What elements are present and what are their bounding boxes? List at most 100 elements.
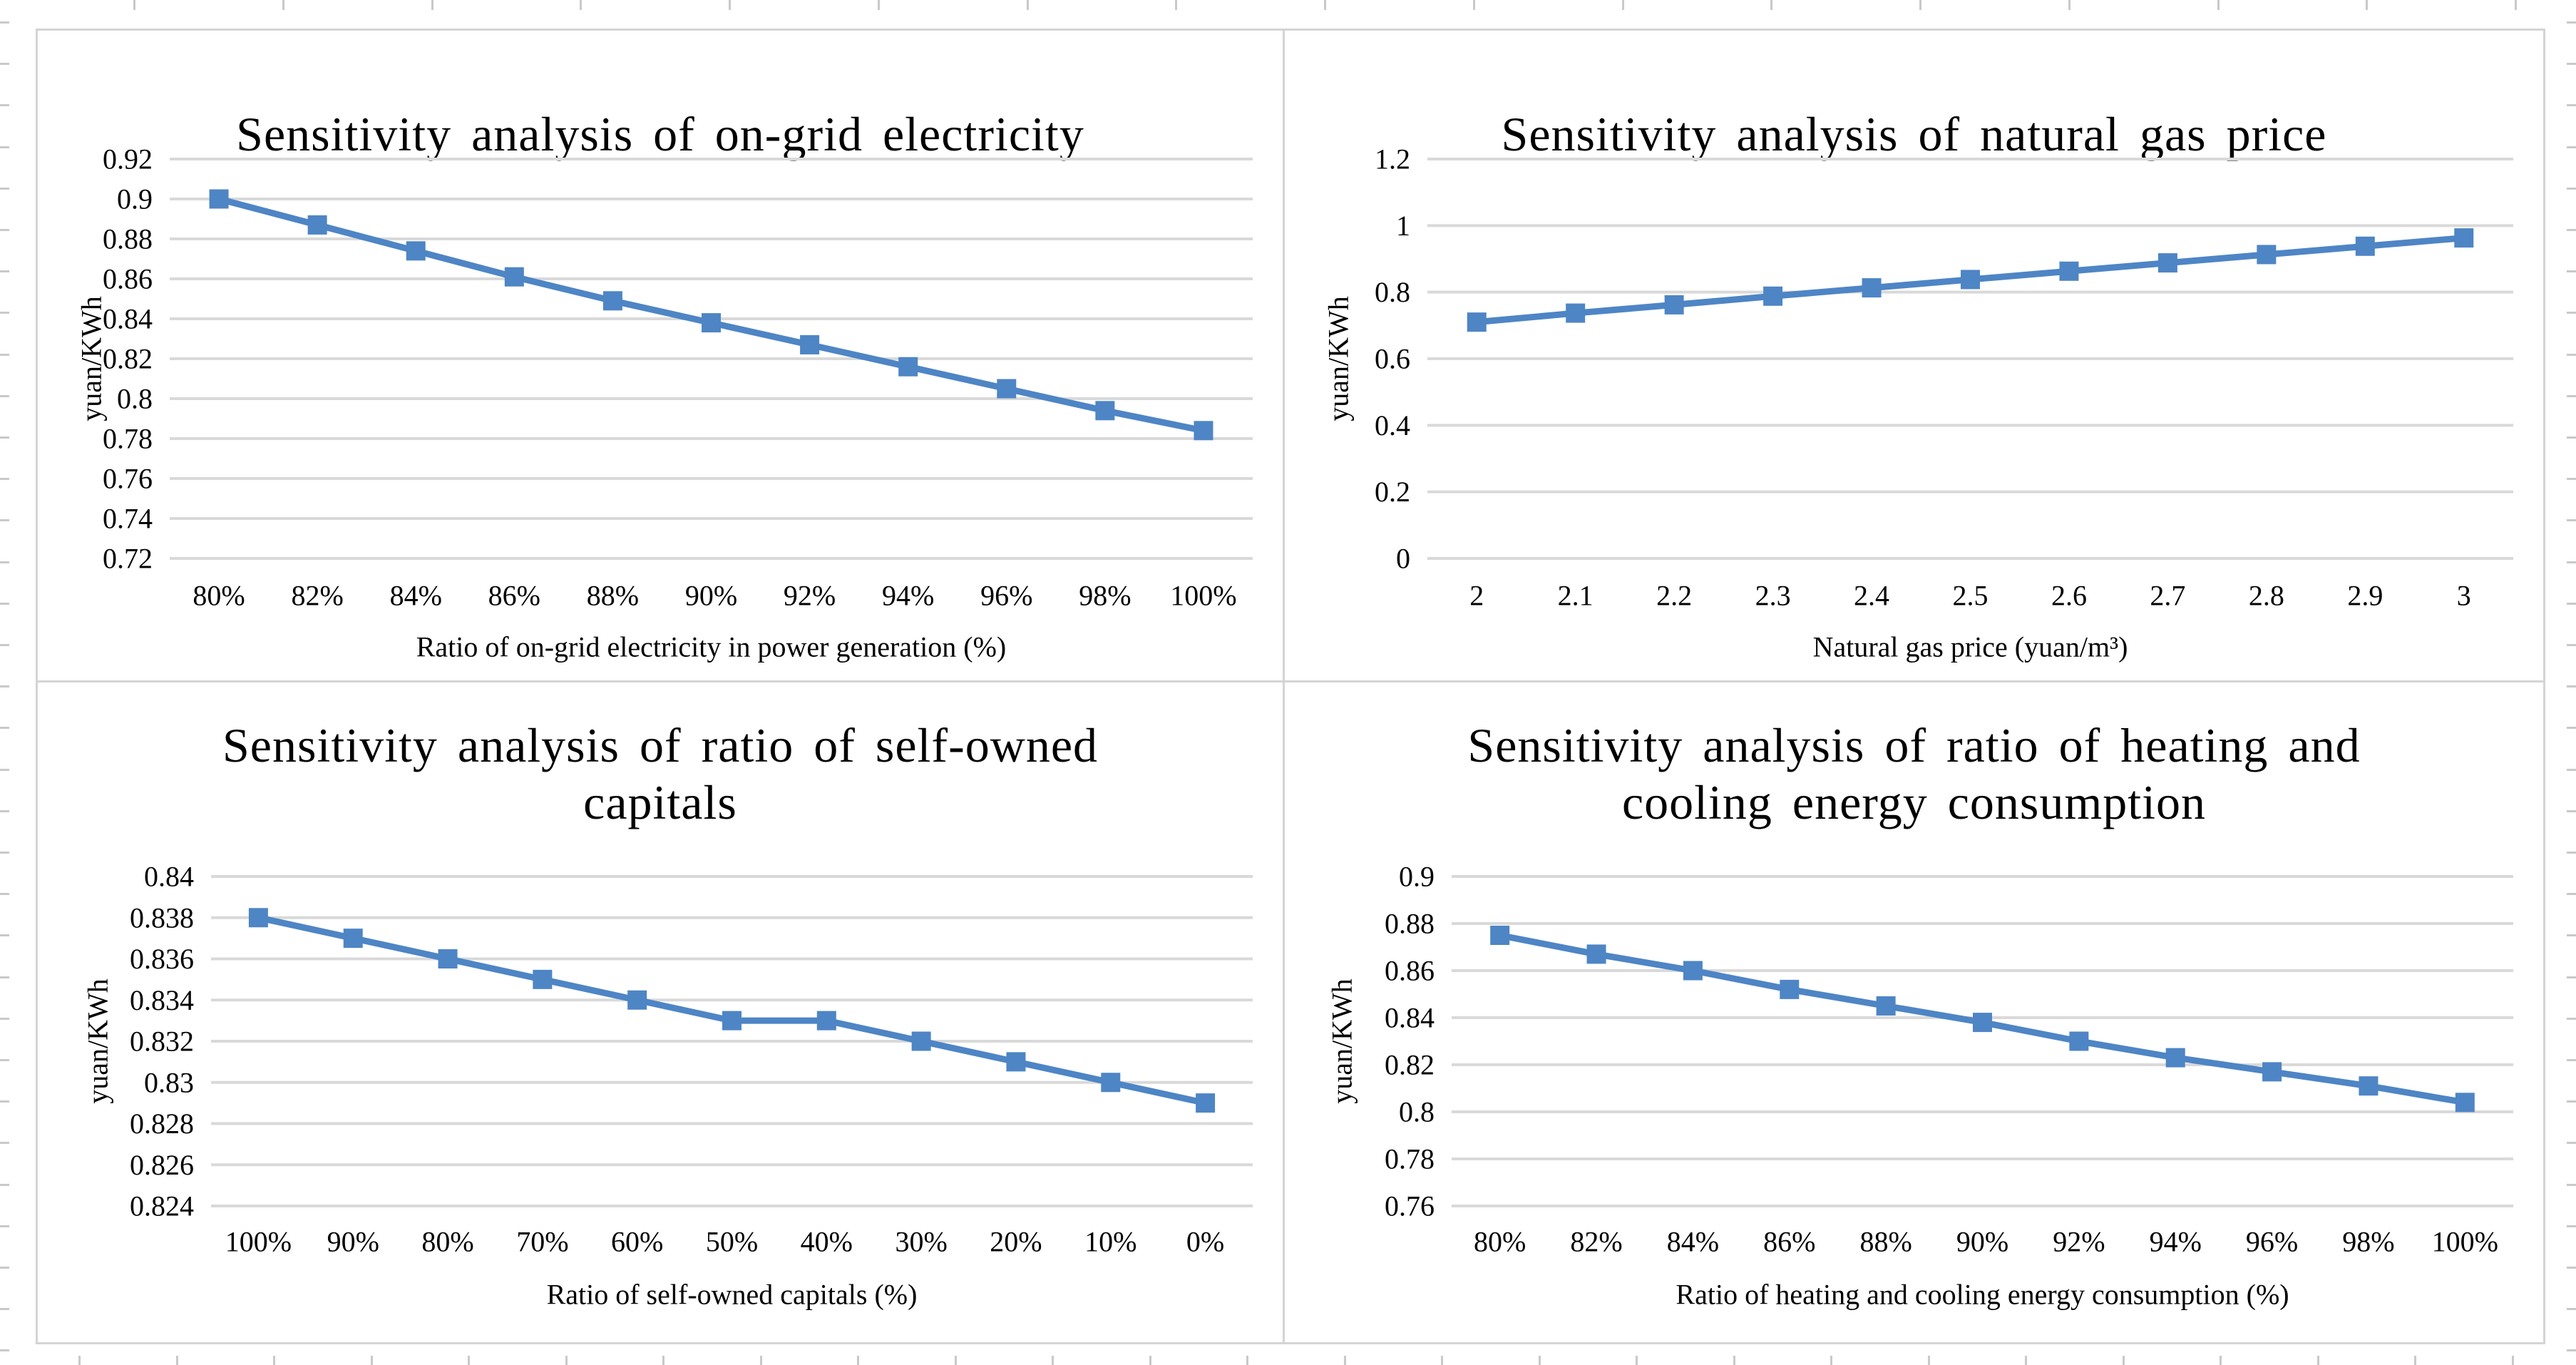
data-point-marker	[2262, 1062, 2282, 1082]
chart-grid: Sensitivity analysis of on-grid electric…	[36, 29, 2545, 1344]
data-point-marker	[800, 334, 820, 354]
sheet-gridline-stub	[2567, 1100, 2576, 1103]
sheet-gridline-stub	[580, 0, 583, 10]
x-tick-label: 90%	[327, 1226, 379, 1258]
sheet-gridline-stub	[1441, 1356, 1443, 1365]
sheet-gridline-stub	[0, 1267, 9, 1269]
y-tick-label: 0.4	[1375, 409, 1410, 441]
sheet-gridline-stub	[2316, 1356, 2319, 1365]
chart-title-line: capitals	[583, 775, 737, 829]
chart-panel-natural-gas-price: Sensitivity analysis of natural gas pric…	[1285, 31, 2543, 682]
data-point-marker	[1862, 278, 1882, 298]
y-tick-label: 0.76	[1385, 1190, 1435, 1222]
chart-title-line: Sensitivity analysis of ratio of heating…	[1467, 718, 2361, 772]
data-point-marker	[1876, 996, 1896, 1016]
sheet-gridline-stub	[2567, 893, 2576, 896]
y-tick-label: 0.826	[130, 1149, 194, 1181]
chart-panel-heating-cooling: Sensitivity analysis of ratio of heating…	[1285, 682, 2543, 1342]
line-chart-heating-cooling: 0.76 0.78 0.8 0.82 0.84 0.86 0.88 0.9 80% 82% 84% 8…	[1326, 861, 2513, 1311]
sheet-gridline-stub	[0, 809, 9, 812]
sheet-gridline-stub	[2567, 1349, 2576, 1352]
data-point-marker	[602, 291, 622, 311]
data-point-marker	[1194, 421, 1213, 441]
x-tick-label: 3	[2457, 580, 2471, 612]
y-tick-label: 0.86	[1385, 955, 1435, 987]
y-tick-label: 0.824	[130, 1190, 194, 1222]
sheet-gridline-stub	[0, 561, 9, 563]
y-tick-label: 0.74	[103, 503, 153, 535]
x-tick-label: 30%	[895, 1226, 947, 1258]
x-axis-label: Ratio of self-owned capitals (%)	[547, 1279, 918, 1311]
data-point-marker	[1780, 979, 1800, 999]
sheet-gridline-stub	[175, 1356, 178, 1365]
sheet-gridline-stub	[0, 394, 9, 397]
data-point-marker	[2359, 1076, 2379, 1096]
y-tick-label: 0.76	[103, 463, 153, 495]
sheet-gridline-stub	[2567, 1183, 2576, 1186]
sheet-gridline-stub	[2567, 1059, 2576, 1061]
sheet-gridline-stub	[0, 893, 9, 896]
sheet-gridline-stub	[0, 104, 9, 107]
y-tick-label: 0.8	[117, 383, 153, 415]
sheet-gridline-stub	[133, 0, 135, 10]
data-point-marker	[1095, 401, 1115, 421]
sheet-gridline-stub	[0, 353, 9, 356]
sheet-gridline-stub	[0, 478, 9, 481]
y-axis-label: yuan/KWh	[1326, 978, 1358, 1104]
x-tick-label: 60%	[611, 1226, 663, 1258]
x-tick-label: 84%	[390, 580, 442, 612]
sheet-gridline-stub	[0, 685, 9, 688]
sheet-gridline-stub	[2515, 0, 2517, 10]
y-tick-label: 0.86	[103, 263, 153, 295]
sheet-gridline-stub	[2567, 478, 2576, 481]
x-tick-label: 92%	[784, 580, 836, 612]
x-tick-label: 82%	[291, 580, 343, 612]
x-tick-label: 84%	[1667, 1226, 1719, 1258]
x-tick-label: 96%	[2246, 1226, 2298, 1258]
sheet-gridline-stub	[2567, 1017, 2576, 1020]
series-line	[257, 914, 1206, 1107]
sheet-gridline-stub	[0, 1017, 9, 1020]
sheet-gridline-stub	[662, 1356, 664, 1365]
y-tick-label: 0.6	[1375, 343, 1410, 375]
y-axis-label: yuan/KWh	[82, 978, 114, 1104]
x-tick-label: 2.1	[1558, 580, 1594, 612]
sheet-gridline-stub	[282, 0, 284, 10]
sheet-gridline-stub	[2567, 1267, 2576, 1269]
y-tick-label: 0.92	[103, 143, 153, 175]
sheet-gridline-stub	[2567, 685, 2576, 688]
x-tick-label: 2.6	[2051, 580, 2087, 612]
sheet-gridline-stub	[2366, 0, 2369, 10]
sheet-gridline-stub	[2567, 976, 2576, 978]
sheet-gridline-stub	[0, 1225, 9, 1227]
x-tick-label: 100%	[225, 1226, 292, 1258]
sheet-gridline-stub	[954, 1356, 957, 1365]
y-tick-label: 0.9	[1399, 861, 1435, 893]
sheet-gridline-stub	[0, 1142, 9, 1145]
x-tick-label: 0%	[1186, 1226, 1224, 1258]
sheet-gridline-stub	[2414, 1356, 2416, 1365]
sheet-gridline-stub	[273, 1356, 275, 1365]
y-tick-label: 0.83	[144, 1066, 194, 1098]
sheet-gridline-stub	[1343, 1356, 1346, 1365]
chart-title: Sensitivity analysis of ratio of self-ow…	[38, 717, 1283, 831]
x-tick-label: 86%	[1763, 1226, 1815, 1258]
sheet-gridline-stub	[2567, 602, 2576, 605]
y-tick-label: 0.82	[103, 343, 153, 375]
data-point-marker	[1101, 1073, 1121, 1093]
sheet-gridline-stub	[2122, 1356, 2125, 1365]
sheet-gridline-stub	[1733, 1356, 1735, 1365]
sheet-gridline-stub	[877, 0, 880, 10]
data-point-marker	[1566, 303, 1586, 323]
sheet-gridline-stub	[0, 229, 9, 231]
data-point-marker	[898, 357, 918, 377]
sheet-gridline-stub	[468, 1356, 470, 1365]
line-chart-on-grid-electricity: 0.72 0.74 0.76 0.78 0.8 0.82 0.84 0.86 0.88 0.9 0.…	[76, 143, 1253, 663]
sheet-gridline-stub	[2567, 312, 2576, 315]
sheet-gridline-stub	[2567, 852, 2576, 854]
sheet-gridline-stub	[370, 1356, 373, 1365]
x-tick-label: 94%	[2150, 1226, 2202, 1258]
y-tick-label: 1.2	[1375, 143, 1410, 175]
x-tick-label: 92%	[2053, 1226, 2105, 1258]
